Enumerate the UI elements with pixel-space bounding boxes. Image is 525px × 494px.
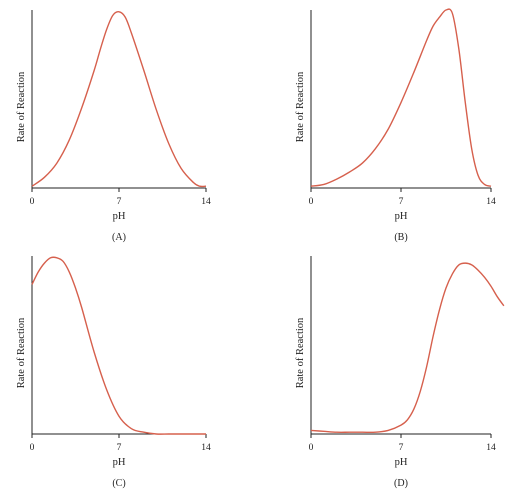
x-tick-label: 0: [309, 443, 314, 453]
y-axis-label: Rate of Reaction: [16, 317, 27, 388]
x-axis-label: pH: [113, 211, 126, 222]
rate-curve: [31, 256, 206, 435]
rate-curve: [310, 262, 505, 434]
x-tick-label: 14: [486, 443, 496, 453]
x-tick-label: 0: [30, 443, 35, 453]
x-axis-label: pH: [395, 457, 408, 468]
x-tick-label: 14: [201, 197, 211, 207]
x-tick-label: 7: [117, 197, 122, 207]
chart-panel-0: 0 7 14 pH Rate of Reaction (A): [16, 10, 211, 243]
x-tick-label: 7: [117, 443, 122, 453]
panel-label: (D): [394, 478, 408, 489]
chart-panel-1: 0 7 14 pH Rate of Reaction (B): [295, 8, 496, 243]
x-tick-label: 0: [30, 197, 35, 207]
rate-curve: [31, 11, 207, 188]
x-tick-label: 0: [309, 197, 314, 207]
rate-curve: [310, 8, 492, 187]
x-tick-label: 14: [486, 197, 496, 207]
x-tick-label: 7: [399, 197, 404, 207]
y-axis-label: Rate of Reaction: [295, 71, 306, 142]
chart-panel-3: 0 7 14 pH Rate of Reaction (D): [295, 256, 505, 489]
x-tick-label: 7: [399, 443, 404, 453]
panel-label: (A): [112, 232, 126, 243]
x-tick-label: 14: [201, 443, 211, 453]
x-axis-label: pH: [113, 457, 126, 468]
panel-label: (B): [394, 232, 407, 243]
x-axis-label: pH: [395, 211, 408, 222]
panel-label: (C): [112, 478, 125, 489]
y-axis-label: Rate of Reaction: [16, 71, 27, 142]
y-axis-label: Rate of Reaction: [295, 317, 306, 388]
chart-panel-2: 0 7 14 pH Rate of Reaction (C): [16, 256, 211, 489]
